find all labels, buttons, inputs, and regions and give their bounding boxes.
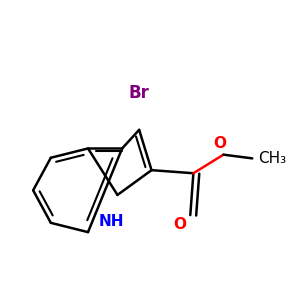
Text: O: O xyxy=(213,136,226,151)
Text: Br: Br xyxy=(129,84,150,102)
Text: O: O xyxy=(173,217,186,232)
Text: CH₃: CH₃ xyxy=(259,151,286,166)
Text: NH: NH xyxy=(98,214,124,229)
